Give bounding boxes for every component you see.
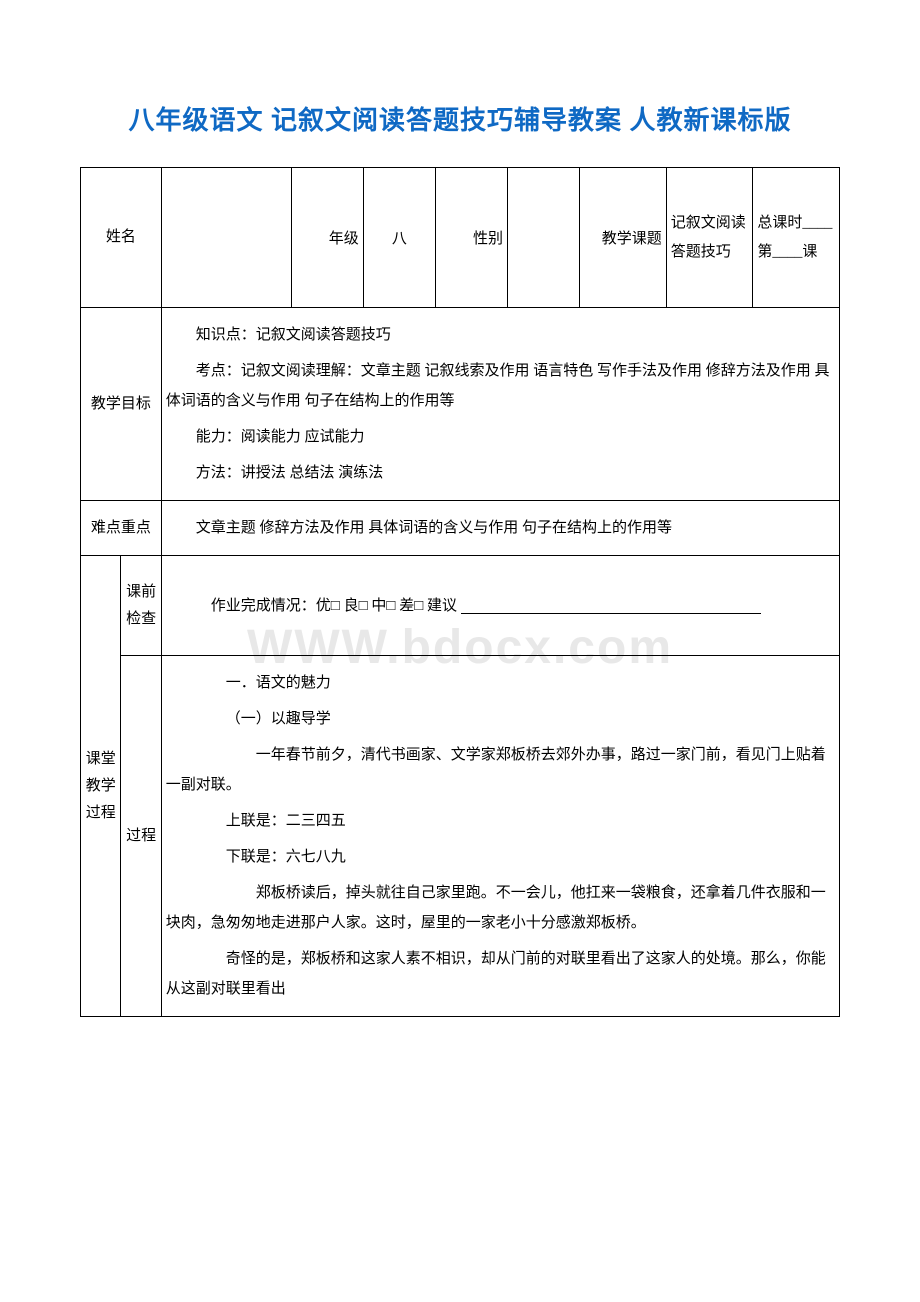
body-p2: 上联是：二三四五 xyxy=(166,806,835,836)
precheck-row: 课堂教学过程 课前检查 作业完成情况：优□ 良□ 中□ 差□ 建议 xyxy=(81,556,840,656)
header-row: 姓名 年级 八 性别 教学课题 记叙文阅读答题技巧 总课时____ 第____课 xyxy=(81,168,840,308)
hours-label: 总课时____ 第____课 xyxy=(753,168,840,308)
process-main-label: 课堂教学过程 xyxy=(81,556,121,1017)
objectives-ability: 能力：阅读能力 应试能力 xyxy=(166,422,835,452)
objectives-row: 教学目标 知识点：记叙文阅读答题技巧 考点：记叙文阅读理解：文章主题 记叙线索及… xyxy=(81,308,840,501)
body-p5: 奇怪的是，郑板桥和这家人素不相识，却从门前的对联里看出了这家人的处境。那么，你能… xyxy=(166,944,835,1004)
precheck-content: 作业完成情况：优□ 良□ 中□ 差□ 建议 xyxy=(161,556,839,656)
precheck-label: 课前检查 xyxy=(121,556,161,656)
body-p4: 郑板桥读后，掉头就往自己家里跑。不一会儿，他扛来一袋粮食，还拿着几件衣服和一块肉… xyxy=(166,878,835,938)
page-title: 八年级语文 记叙文阅读答题技巧辅导教案 人教新课标版 xyxy=(80,100,840,137)
stage-label: 过程 xyxy=(121,656,161,1017)
objectives-method: 方法：讲授法 总结法 演练法 xyxy=(166,458,835,488)
lesson-plan-table: 姓名 年级 八 性别 教学课题 记叙文阅读答题技巧 总课时____ 第____课… xyxy=(80,167,840,1017)
process-body: 一．语文的魅力 （一）以趣导学 一年春节前夕，清代书画家、文学家郑板桥去郊外办事… xyxy=(161,656,839,1017)
process-body-row: 过程 一．语文的魅力 （一）以趣导学 一年春节前夕，清代书画家、文学家郑板桥去郊… xyxy=(81,656,840,1017)
name-value xyxy=(161,168,291,308)
difficulties-content: 文章主题 修辞方法及作用 具体词语的含义与作用 句子在结构上的作用等 xyxy=(161,501,839,556)
subsection-title: （一）以趣导学 xyxy=(166,704,835,734)
name-label: 姓名 xyxy=(81,168,162,308)
objectives-label: 教学目标 xyxy=(81,308,162,501)
suggestion-underline xyxy=(461,599,761,614)
gender-label: 性别 xyxy=(435,168,507,308)
objectives-content: 知识点：记叙文阅读答题技巧 考点：记叙文阅读理解：文章主题 记叙线索及作用 语言… xyxy=(161,308,839,501)
topic-value: 记叙文阅读答题技巧 xyxy=(666,168,753,308)
precheck-text: 作业完成情况：优□ 良□ 中□ 差□ 建议 xyxy=(211,598,457,614)
difficulties-label: 难点重点 xyxy=(81,501,162,556)
section-title: 一．语文的魅力 xyxy=(166,668,835,698)
gender-value xyxy=(508,168,580,308)
body-p1: 一年春节前夕，清代书画家、文学家郑板桥去郊外办事，路过一家门前，看见门上贴着一副… xyxy=(166,740,835,800)
body-p3: 下联是：六七八九 xyxy=(166,842,835,872)
grade-value: 八 xyxy=(363,168,435,308)
grade-label: 年级 xyxy=(291,168,363,308)
difficulties-text: 文章主题 修辞方法及作用 具体词语的含义与作用 句子在结构上的作用等 xyxy=(166,513,835,543)
objectives-knowledge: 知识点：记叙文阅读答题技巧 xyxy=(166,320,835,350)
objectives-exam: 考点：记叙文阅读理解：文章主题 记叙线索及作用 语言特色 写作手法及作用 修辞方… xyxy=(166,356,835,416)
difficulties-row: 难点重点 文章主题 修辞方法及作用 具体词语的含义与作用 句子在结构上的作用等 xyxy=(81,501,840,556)
topic-label: 教学课题 xyxy=(580,168,667,308)
